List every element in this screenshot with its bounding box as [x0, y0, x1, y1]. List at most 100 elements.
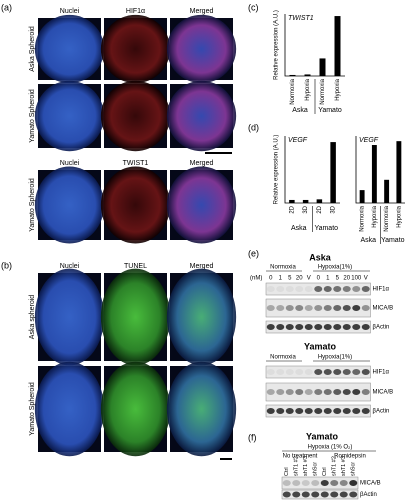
bar [302, 199, 309, 203]
spheroid [166, 361, 237, 457]
x-tick-label: Normoxia [290, 78, 296, 104]
band-label: βActin [373, 409, 390, 415]
blot-band [282, 491, 291, 498]
group-label: Yamato [318, 107, 342, 114]
blot-band [342, 324, 351, 330]
blot-band [320, 480, 329, 486]
blot-band [361, 305, 370, 311]
panel-label: (b) [1, 260, 12, 270]
blot-band [304, 324, 313, 330]
band-label: MICA/B [373, 390, 394, 396]
lane-label: 5 [288, 276, 292, 282]
blot-band [295, 324, 304, 330]
blot-title: Yamato [304, 341, 337, 351]
blot-band [304, 286, 313, 292]
x-tick-label: 2D [289, 205, 295, 213]
bar [384, 179, 390, 203]
blot-band [295, 389, 304, 395]
chart-title: VEGF [359, 137, 379, 144]
blot-band [285, 369, 294, 375]
panel-label: (a) [1, 2, 12, 12]
bar [289, 74, 296, 76]
lane-label: 5 [336, 276, 340, 282]
spheroid [34, 268, 105, 366]
blot-band [352, 286, 361, 292]
panel-label: (f) [248, 432, 257, 442]
chart-title: VEGF [288, 137, 308, 144]
spheroid [166, 166, 237, 244]
blot-band [282, 480, 291, 486]
blot-band [361, 286, 370, 292]
treatment-label: No treatment [283, 454, 318, 460]
blot-band [314, 324, 323, 330]
band-label: MICA/B [373, 306, 394, 312]
condition-label: Hypoxia (1% O₂) [308, 445, 353, 451]
lane-label: shScr [313, 462, 319, 476]
blot-band [352, 389, 361, 395]
treatment-label: Romidepsin [334, 454, 366, 460]
lane-label: 20 [296, 276, 303, 282]
blot-band [320, 491, 329, 498]
bar [319, 58, 326, 76]
lane-label: V [364, 276, 368, 282]
blot-band [333, 324, 342, 330]
blot-band [333, 286, 342, 292]
bar [289, 199, 295, 203]
band-label: MICA/B [360, 481, 381, 487]
bar [304, 74, 311, 76]
blot-band [301, 480, 310, 486]
row-label: Yamato Spheroid [29, 178, 36, 232]
bar [396, 141, 402, 203]
lane-label: 1 [279, 276, 283, 282]
x-tick-label: Normoxia [320, 78, 326, 104]
spheroid [100, 14, 171, 84]
blot-band [285, 324, 294, 330]
blot-band [323, 369, 332, 375]
lane-label: shT1 #2 [332, 456, 338, 476]
blot-band [323, 286, 332, 292]
x-tick-label: Hypoxia [396, 205, 402, 227]
unit-label: (nM) [250, 276, 262, 282]
row-label: Aska Spheroid [29, 26, 36, 72]
blot-title: Yamato [306, 431, 339, 441]
blot-band [333, 369, 342, 375]
blot-band [266, 286, 275, 292]
bar [371, 145, 377, 203]
column-header: Nuclei [60, 8, 80, 15]
y-axis-label: Relative expression (A.U.) [274, 10, 280, 80]
blot-band [323, 408, 332, 414]
band-label: βActin [373, 325, 390, 331]
x-tick-label: Normoxia [360, 205, 366, 231]
blot-band [314, 408, 323, 414]
blot-band [266, 369, 275, 375]
panel-label: (c) [248, 2, 259, 12]
scale-bar [205, 152, 232, 154]
blot-band [352, 305, 361, 311]
blot-band [266, 324, 275, 330]
blot-band [342, 408, 351, 414]
blot-band [311, 491, 320, 498]
bar [330, 142, 336, 203]
blot-band [342, 286, 351, 292]
row-label: Yamato Spheroid [29, 89, 36, 143]
column-header: Merged [190, 8, 214, 15]
x-tick-label: 3D [303, 205, 309, 213]
lane-label: shScr [351, 462, 357, 476]
lane-label: Ctrl [284, 467, 290, 476]
blot-band [342, 389, 351, 395]
condition-label: Hypoxia(1%) [318, 265, 352, 271]
lane-label: 1 [326, 276, 330, 282]
spheroid [34, 14, 105, 84]
blot-band [314, 369, 323, 375]
blot-strip [281, 476, 359, 490]
bar [359, 190, 365, 203]
x-tick-label: Normoxia [384, 205, 390, 231]
blot-band [292, 491, 301, 498]
x-tick-label: Hypoxia [305, 78, 311, 100]
spheroid [100, 80, 171, 152]
column-header: Nuclei [60, 160, 80, 167]
blot-band [352, 369, 361, 375]
blot-band [349, 491, 358, 498]
blot-band [266, 305, 275, 311]
